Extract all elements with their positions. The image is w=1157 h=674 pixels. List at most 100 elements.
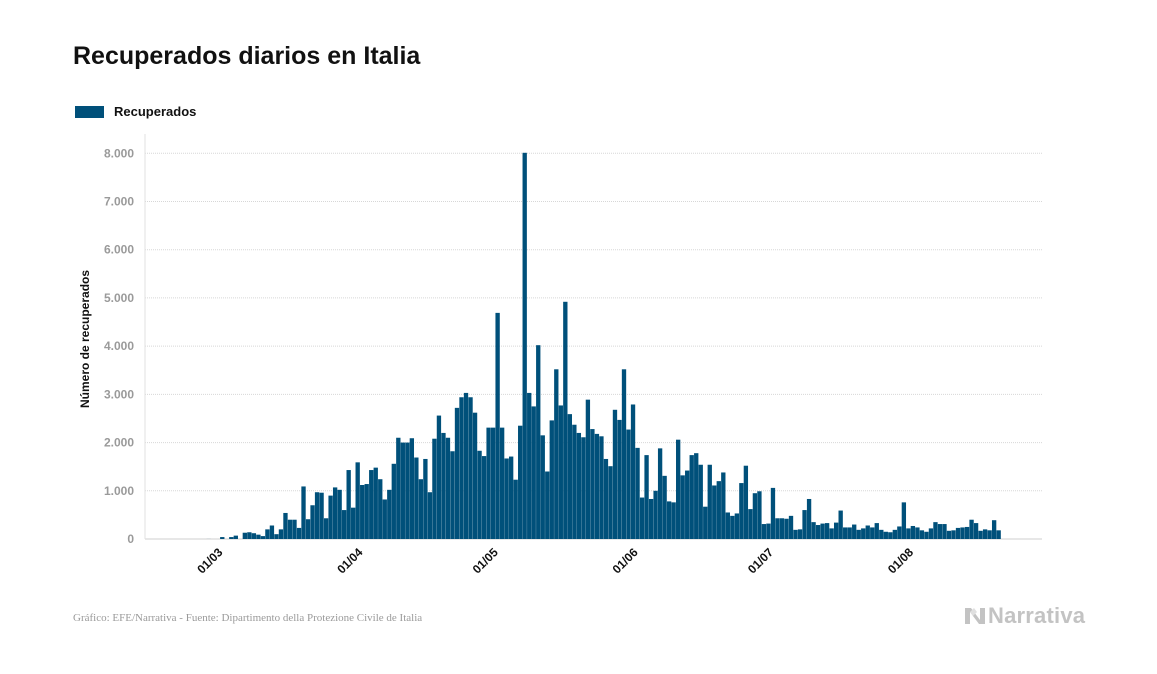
- bar: [481, 456, 487, 539]
- bar: [387, 489, 392, 539]
- bar: [364, 484, 369, 539]
- bar: [378, 479, 383, 539]
- bar: [630, 404, 636, 539]
- bar: [328, 495, 333, 539]
- bar: [739, 483, 744, 539]
- bar: [459, 397, 464, 539]
- y-tick-label: 5.000: [104, 291, 134, 305]
- bar: [572, 424, 577, 539]
- y-axis-label: Número de recuperados: [78, 270, 92, 408]
- source-footer: Gráfico: EFE/Narrativa - Fuente: Diparti…: [73, 612, 423, 624]
- bar: [247, 532, 252, 539]
- bar: [838, 510, 843, 539]
- bar: [382, 499, 387, 539]
- bar: [757, 491, 762, 539]
- bar: [626, 429, 631, 539]
- bar: [906, 528, 911, 539]
- x-tick-label: 01/08: [885, 545, 916, 576]
- bar: [396, 437, 401, 539]
- bar: [405, 442, 410, 539]
- bar: [973, 523, 979, 539]
- bar: [567, 414, 572, 540]
- bar: [942, 524, 947, 539]
- bar: [423, 458, 428, 539]
- bar: [319, 492, 324, 539]
- bar: [843, 527, 848, 539]
- y-tick-label: 1.000: [104, 484, 134, 498]
- x-tick-label: 01/06: [610, 545, 641, 576]
- x-tick-label: 01/04: [334, 545, 365, 576]
- bar: [919, 530, 925, 539]
- bar: [499, 427, 505, 540]
- bar: [725, 512, 730, 539]
- bar: [617, 419, 622, 539]
- bar: [829, 528, 834, 539]
- bar: [964, 526, 970, 539]
- bar: [716, 481, 721, 539]
- bar: [536, 345, 541, 539]
- bar: [314, 492, 320, 539]
- bar: [436, 415, 442, 539]
- bar: [251, 533, 257, 539]
- y-axis-ticks: 0 1.000 2.000 3.000 4.000 5.000 6.000 7.000 8.00…: [104, 146, 134, 546]
- bar: [721, 472, 726, 539]
- bar: [892, 529, 897, 539]
- bar: [513, 479, 518, 539]
- bar: [852, 524, 857, 539]
- bar: [766, 523, 771, 539]
- bar: [265, 529, 270, 539]
- bar: [432, 438, 437, 539]
- bar: [653, 490, 658, 539]
- bar: [508, 456, 514, 539]
- x-tick-label: 01/05: [470, 545, 501, 576]
- bar: [463, 392, 469, 539]
- bar: [648, 498, 654, 539]
- bar: [707, 464, 712, 539]
- bar: [283, 512, 288, 539]
- bar: [685, 470, 690, 539]
- bar: [937, 524, 943, 539]
- bar: [802, 510, 807, 539]
- bar: [657, 448, 663, 539]
- bar: [599, 436, 604, 539]
- bar: [639, 497, 645, 539]
- bar: [576, 432, 582, 539]
- bar: [883, 531, 888, 539]
- bar: [269, 525, 275, 539]
- bar: [472, 412, 478, 539]
- bar: [233, 535, 238, 540]
- bar: [689, 455, 694, 539]
- bar: [468, 397, 473, 539]
- bar: [870, 527, 875, 539]
- bar: [445, 437, 451, 539]
- bar: [563, 301, 568, 539]
- bar: [341, 510, 347, 539]
- bar: [874, 523, 879, 539]
- legend-label: Recuperados: [114, 104, 197, 119]
- bar: [346, 470, 351, 539]
- bar: [418, 479, 424, 539]
- bar: [847, 527, 852, 539]
- bar: [910, 525, 916, 539]
- bar: [712, 485, 717, 539]
- bar: [734, 513, 740, 539]
- bar: [752, 493, 758, 539]
- bar: [545, 471, 550, 539]
- bar: [676, 439, 681, 539]
- bar: [441, 432, 446, 539]
- bar: [409, 438, 415, 539]
- legend: Recuperados: [75, 104, 196, 119]
- bar: [260, 536, 266, 539]
- bar: [969, 519, 974, 539]
- bar: [585, 399, 591, 539]
- bar: [373, 467, 378, 539]
- bar: [495, 312, 500, 540]
- bar: [960, 527, 965, 539]
- bar: [549, 420, 554, 539]
- bar: [292, 519, 297, 539]
- bar: [666, 501, 672, 539]
- bar: [987, 530, 992, 539]
- bar: [951, 530, 956, 539]
- x-tick-label: 01/03: [194, 545, 225, 576]
- bar: [879, 529, 884, 539]
